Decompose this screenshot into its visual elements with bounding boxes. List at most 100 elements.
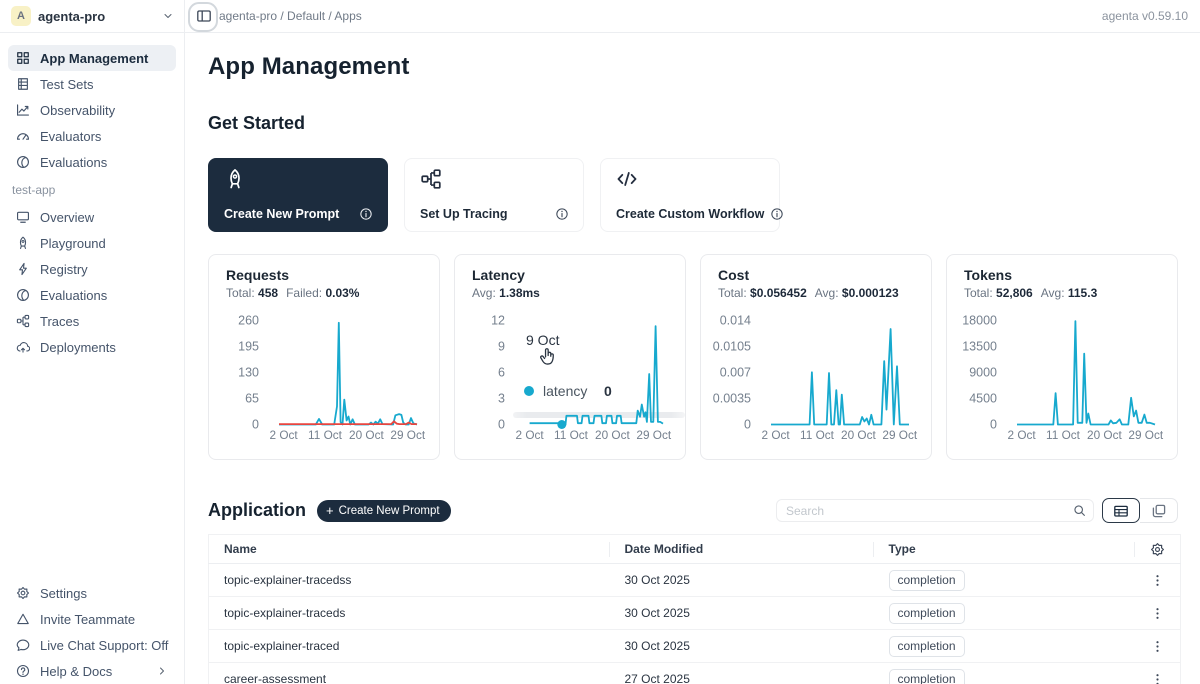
sidebar-item-evaluations[interactable]: Evaluations <box>8 149 176 175</box>
date-modified-cell: 30 Oct 2025 <box>624 573 690 587</box>
sidebar-item-test-sets[interactable]: Test Sets <box>8 71 176 97</box>
column-header-name[interactable]: Name <box>208 534 610 564</box>
svg-text:18000: 18000 <box>962 314 997 328</box>
row-menu-button[interactable] <box>1146 635 1168 657</box>
workspace-name: agenta-pro <box>38 8 106 24</box>
svg-text:65: 65 <box>245 392 259 406</box>
svg-text:29 Oct: 29 Oct <box>390 428 425 442</box>
version-label: agenta v0.59.10 <box>1101 9 1188 23</box>
svg-text:2 Oct: 2 Oct <box>269 428 298 442</box>
table-row[interactable]: topic-explainer-traced 30 Oct 2025 compl… <box>208 630 1181 663</box>
sidebar-item-label: Settings <box>40 585 87 601</box>
column-header-date-modified[interactable]: Date Modified <box>609 534 874 564</box>
tree-icon <box>16 314 30 328</box>
row-menu-button[interactable] <box>1146 569 1168 591</box>
sidebar-item-live-chat-support[interactable]: Live Chat Support: Off <box>8 632 176 658</box>
svg-text:2 Oct: 2 Oct <box>515 428 544 442</box>
gear-icon <box>16 586 30 600</box>
svg-text:13500: 13500 <box>962 340 997 354</box>
content: App Management Get Started Create New Pr… <box>185 33 1200 684</box>
sidebar-item-evaluators[interactable]: Evaluators <box>8 123 176 149</box>
info-icon[interactable] <box>770 207 784 221</box>
info-icon[interactable] <box>555 207 569 221</box>
svg-text:0.0105: 0.0105 <box>713 340 751 354</box>
sidebar-item-observability[interactable]: Observability <box>8 97 176 123</box>
search-input[interactable] <box>786 503 1073 518</box>
monitor-icon <box>16 210 30 224</box>
actions-cell <box>1135 630 1181 663</box>
table-row[interactable]: topic-explainer-traceds 30 Oct 2025 comp… <box>208 597 1181 630</box>
svg-text:3: 3 <box>498 392 505 406</box>
sidebar-item-registry[interactable]: Registry <box>8 256 176 282</box>
table-view-button[interactable] <box>1102 498 1140 523</box>
gear-icon <box>1150 542 1165 557</box>
type-tag: completion <box>888 602 965 624</box>
app-name-cell: topic-explainer-tracedss <box>224 573 352 587</box>
set-up-tracing-card[interactable]: Set Up Tracing <box>404 158 584 232</box>
sidebar-item-settings[interactable]: Settings <box>8 580 176 606</box>
svg-text:130: 130 <box>238 366 259 380</box>
code-icon <box>616 168 638 190</box>
view-toggle <box>1102 498 1178 523</box>
app-name-cell: topic-explainer-traced <box>224 639 340 653</box>
latency-chart: 12 9 6 3 0 2 Oct 11 Oct 20 Oct 29 Oct <box>491 314 672 443</box>
breadcrumb: agenta-pro / Default / Apps <box>219 9 362 23</box>
svg-text:9000: 9000 <box>969 366 997 380</box>
svg-text:20 Oct: 20 Oct <box>1087 428 1122 442</box>
grid-icon <box>16 51 30 65</box>
table-row[interactable]: career-assessment 27 Oct 2025 completion <box>209 663 1181 684</box>
date-modified-cell: 27 Oct 2025 <box>624 672 690 684</box>
svg-text:11 Oct: 11 Oct <box>1046 428 1081 442</box>
card-view-button[interactable] <box>1140 498 1178 523</box>
stat-line: Total: $0.056452 Avg: $0.000123 <box>718 286 899 300</box>
sidebar-item-traces[interactable]: Traces <box>8 308 176 334</box>
line-chart-icon <box>16 103 30 117</box>
sidebar-item-help-docs[interactable]: Help & Docs <box>8 658 176 684</box>
sidebar-item-label: Live Chat Support: Off <box>40 637 169 653</box>
info-icon[interactable] <box>359 207 373 221</box>
app-name-cell: topic-explainer-traceds <box>224 606 346 620</box>
row-menu-button[interactable] <box>1146 602 1168 624</box>
row-menu-button[interactable] <box>1146 668 1168 684</box>
svg-text:195: 195 <box>238 340 259 354</box>
column-header-settings[interactable] <box>1134 534 1181 564</box>
application-header: Application + Create New Prompt <box>208 498 1178 523</box>
chevron-down-icon <box>162 10 174 22</box>
sidebar-item-playground[interactable]: Playground <box>8 230 176 256</box>
column-header-type[interactable]: Type <box>873 534 1135 564</box>
sidebar-toggle-button[interactable] <box>188 2 218 32</box>
sidebar-nav-bottom: Settings Invite Teammate Live Chat Suppo… <box>0 580 184 684</box>
gauge-icon <box>16 129 30 143</box>
sidebar-spacer <box>0 360 184 580</box>
topbar: agenta-pro / Default / Apps agenta v0.59… <box>185 0 1200 33</box>
sidebar-item-invite-teammate[interactable]: Invite Teammate <box>8 606 176 632</box>
lightning-icon <box>16 262 30 276</box>
app-name-cell: career-assessment <box>224 672 327 684</box>
svg-text:11 Oct: 11 Oct <box>800 428 835 442</box>
evaluations-icon <box>16 288 30 302</box>
type-cell: completion <box>874 630 1135 663</box>
cost-stat-card: 0.014 0.0105 0.007 0.0035 0 2 Oct 11 Oct 20 Oct… <box>700 254 932 460</box>
sidebar-item-app-evaluations[interactable]: Evaluations <box>8 282 176 308</box>
table-row[interactable]: topic-explainer-tracedss 30 Oct 2025 com… <box>208 564 1181 597</box>
create-new-prompt-button[interactable]: + Create New Prompt <box>317 499 451 522</box>
invite-icon <box>16 612 30 626</box>
application-title: Application <box>208 500 306 520</box>
tokens-stat-card: 18000 13500 9000 4500 0 2 Oct 11 Oct 20 Oct 29 O… <box>946 254 1178 460</box>
search-icon[interactable] <box>1073 504 1086 517</box>
workspace-switcher[interactable]: A agenta-pro <box>0 0 184 33</box>
sidebar-item-overview[interactable]: Overview <box>8 204 176 230</box>
svg-text:11 Oct: 11 Oct <box>554 428 589 442</box>
svg-text:12: 12 <box>491 314 505 328</box>
sidebar-item-app-management[interactable]: App Management <box>8 45 176 71</box>
chat-icon <box>16 638 30 652</box>
svg-text:260: 260 <box>238 314 259 328</box>
date-modified-cell: 30 Oct 2025 <box>624 606 690 620</box>
applications-table: Name Date Modified Type topic-explainer-… <box>208 534 1181 684</box>
requests-stat-card: 260 195 130 65 0 2 Oct 11 Oct 20 Oct 29 Oct Requ… <box>208 254 440 460</box>
create-custom-workflow-card[interactable]: Create Custom Workflow <box>600 158 784 232</box>
stat-title: Latency <box>472 267 525 283</box>
sidebar-item-deployments[interactable]: Deployments <box>8 334 176 360</box>
card-label: Create Custom Workflow <box>616 207 765 221</box>
create-new-prompt-card[interactable]: Create New Prompt <box>208 158 388 232</box>
